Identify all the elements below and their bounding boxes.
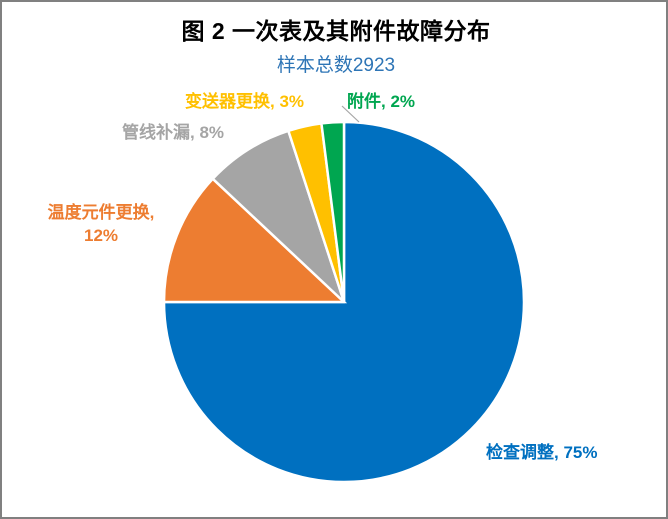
slice-label-wendu-yuanjian: 温度元件更换, 12% xyxy=(22,201,180,247)
leader-line-fujian xyxy=(341,105,360,123)
slice-label-fujian: 附件, 2% xyxy=(347,92,416,111)
slice-label-jiancha-tiaozheng: 检查调整, 75% xyxy=(486,443,598,462)
slice-label-biansongqi: 变送器更换, 3% xyxy=(185,92,305,111)
pie-slice-2[interactable] xyxy=(162,177,348,304)
slice-label-wendu-line1: 温度元件更换, xyxy=(47,203,155,222)
chart-title: 图 2 一次表及其附件故障分布 xyxy=(181,18,491,44)
pie-slice-5[interactable] xyxy=(320,120,346,303)
pie-slice-1[interactable] xyxy=(162,120,526,484)
pie-slice-3[interactable] xyxy=(211,129,346,303)
chart-subtitle: 样本总数2923 xyxy=(276,55,396,76)
pie-slice-group xyxy=(162,120,526,484)
slice-label-guanxian: 管线补漏, 8% xyxy=(122,123,225,142)
slice-label-wendu-line2: 12% xyxy=(83,226,119,245)
